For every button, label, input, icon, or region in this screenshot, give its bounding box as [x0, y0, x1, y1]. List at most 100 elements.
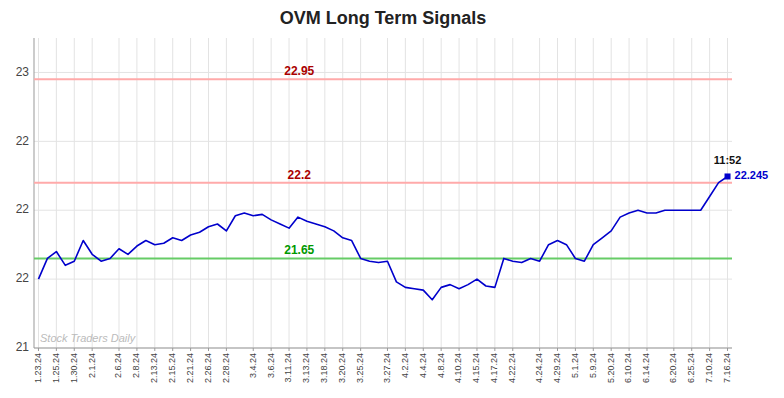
- x-tick: [253, 348, 254, 351]
- reference-label: 22.2: [288, 168, 312, 182]
- x-tick: [119, 348, 120, 351]
- y-grid-line: [34, 348, 732, 349]
- x-grid-line: [190, 38, 191, 348]
- x-tick: [629, 348, 630, 351]
- x-tick-label: 4.10.24: [453, 353, 463, 383]
- x-tick-label: 2.6.24: [113, 353, 123, 378]
- x-grid-line: [673, 38, 674, 348]
- x-grid-line: [557, 38, 558, 348]
- x-tick-label: 3.25.24: [355, 353, 365, 383]
- x-tick-label: 4.29.24: [552, 353, 562, 383]
- x-tick: [190, 348, 191, 351]
- x-tick-label: 7.16.24: [722, 353, 732, 383]
- x-tick-label: 1.30.24: [69, 353, 79, 383]
- x-tick: [575, 348, 576, 351]
- x-tick-label: 5.1.24: [570, 353, 580, 378]
- x-tick: [56, 348, 57, 351]
- grid: [34, 38, 732, 348]
- x-grid-line: [611, 38, 612, 348]
- y-grid-line: [34, 72, 732, 73]
- x-tick: [136, 348, 137, 351]
- x-grid-line: [324, 38, 325, 348]
- x-tick: [226, 348, 227, 351]
- x-tick: [476, 348, 477, 351]
- x-tick: [92, 348, 93, 351]
- x-grid-line: [306, 38, 307, 348]
- y-tick-label: 21: [16, 340, 30, 354]
- x-tick: [593, 348, 594, 351]
- y-tick-label: 22: [16, 202, 30, 216]
- x-tick-label: 4.4.24: [418, 353, 428, 378]
- x-tick-label: 1.25.24: [51, 353, 61, 383]
- x-tick: [441, 348, 442, 351]
- x-tick: [342, 348, 343, 351]
- x-grid-line: [208, 38, 209, 348]
- x-tick: [709, 348, 710, 351]
- x-tick: [154, 348, 155, 351]
- x-grid-line: [423, 38, 424, 348]
- x-grid-line: [56, 38, 57, 348]
- x-tick: [646, 348, 647, 351]
- x-grid-line: [74, 38, 75, 348]
- x-tick-label: 2.21.24: [185, 353, 195, 383]
- y-tick-label: 22: [16, 134, 30, 148]
- x-grid-line: [727, 38, 728, 348]
- price-line: [38, 176, 727, 299]
- x-tick: [74, 348, 75, 351]
- x-grid-line: [289, 38, 290, 348]
- x-tick: [271, 348, 272, 351]
- x-tick-label: 2.26.24: [203, 353, 213, 383]
- x-tick-label: 3.4.24: [248, 353, 258, 378]
- x-grid-line: [360, 38, 361, 348]
- x-tick-label: 4.8.24: [436, 353, 446, 378]
- x-grid-line: [405, 38, 406, 348]
- x-grid-line: [154, 38, 155, 348]
- reference-line: [34, 182, 732, 184]
- x-grid-line: [136, 38, 137, 348]
- x-tick-label: 1.23.24: [33, 353, 43, 383]
- x-tick: [673, 348, 674, 351]
- x-tick-label: 3.6.24: [266, 353, 276, 378]
- chart: 21222222231.23.241.25.241.30.242.1.242.6…: [0, 0, 784, 398]
- x-tick-label: 4.15.24: [471, 353, 481, 383]
- reference-label: 22.95: [284, 64, 314, 78]
- x-tick-label: 4.2.24: [400, 353, 410, 378]
- x-grid-line: [512, 38, 513, 348]
- x-tick-label: 4.17.24: [489, 353, 499, 383]
- x-grid-line: [494, 38, 495, 348]
- x-tick-label: 7.10.24: [704, 353, 714, 383]
- x-grid-line: [92, 38, 93, 348]
- x-grid-line: [172, 38, 173, 348]
- x-tick-label: 2.1.24: [87, 353, 97, 378]
- x-grid-line: [459, 38, 460, 348]
- x-tick: [611, 348, 612, 351]
- y-grid-line: [34, 279, 732, 280]
- x-tick: [727, 348, 728, 351]
- x-tick: [557, 348, 558, 351]
- x-tick-label: 6.14.24: [641, 353, 651, 383]
- x-grid-line: [709, 38, 710, 348]
- x-tick-label: 3.11.24: [283, 353, 293, 382]
- time-annotation: 11:52: [714, 154, 742, 166]
- x-grid-line: [119, 38, 120, 348]
- x-tick-label: 2.13.24: [149, 353, 159, 383]
- x-grid-line: [271, 38, 272, 348]
- x-tick: [423, 348, 424, 351]
- x-tick: [512, 348, 513, 351]
- x-tick: [459, 348, 460, 351]
- x-grid-line: [38, 38, 39, 348]
- title: OVM Long Term Signals: [280, 8, 487, 28]
- x-tick-label: 3.20.24: [337, 353, 347, 383]
- x-tick-label: 2.15.24: [167, 353, 177, 383]
- x-tick-label: 2.8.24: [131, 353, 141, 378]
- x-tick-label: 3.27.24: [382, 353, 392, 383]
- x-tick: [494, 348, 495, 351]
- reference-label: 21.65: [284, 243, 314, 257]
- price-annotation: 22.245: [735, 169, 769, 181]
- reference-line: [34, 257, 732, 259]
- x-grid-line: [646, 38, 647, 348]
- x-grid-line: [226, 38, 227, 348]
- x-tick-label: 6.20.24: [668, 353, 678, 383]
- x-axis-line: [34, 348, 732, 349]
- x-tick-label: 2.28.24: [221, 353, 231, 383]
